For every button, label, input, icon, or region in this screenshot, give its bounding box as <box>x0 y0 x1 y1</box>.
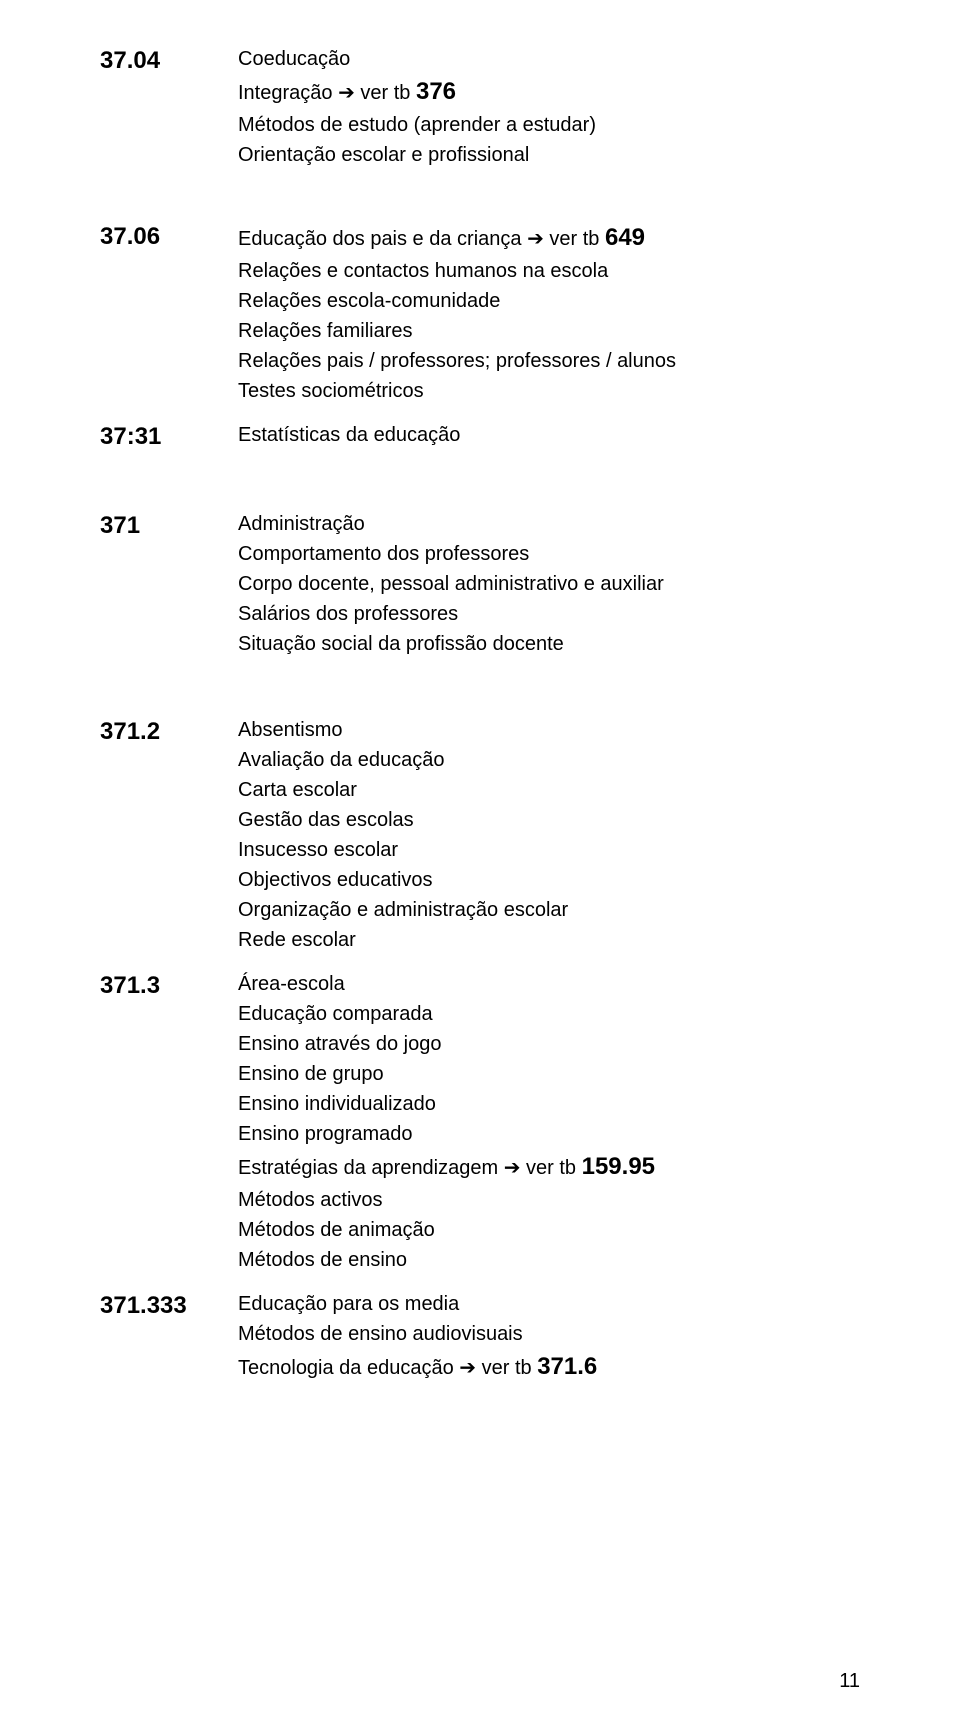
entry-line: Ensino programado <box>238 1119 860 1149</box>
entry-line: Estratégias da aprendizagem ➔ ver tb 159… <box>238 1149 860 1185</box>
entry-line: Área-escola <box>238 969 860 999</box>
section-content: AbsentismoAvaliação da educaçãoCarta esc… <box>238 715 860 955</box>
entry-line: Integração ➔ ver tb 376 <box>238 74 860 110</box>
entry-line: Insucesso escolar <box>238 835 860 865</box>
entry-prefix: Educação dos pais e da criança <box>238 228 522 250</box>
arrow-icon: ➔ <box>522 228 550 250</box>
entry-prefix: Integração <box>238 82 333 104</box>
entry-line: Métodos activos <box>238 1185 860 1215</box>
document-page: 37.04CoeducaçãoIntegração ➔ ver tb 376Mé… <box>0 0 960 1725</box>
entry-line: Relações e contactos humanos na escola <box>238 256 860 286</box>
section: 371.3Área-escolaEducação comparadaEnsino… <box>100 969 860 1275</box>
classification-code: 37.06 <box>100 220 238 253</box>
classification-code: 371.2 <box>100 715 238 748</box>
entry-line: Corpo docente, pessoal administrativo e … <box>238 569 860 599</box>
entry-line: Métodos de ensino audiovisuais <box>238 1319 860 1349</box>
classification-code: 37:31 <box>100 420 238 453</box>
entry-line: Orientação escolar e profissional <box>238 140 860 170</box>
crossref-code: 376 <box>416 78 456 105</box>
entry-prefix: Tecnologia da educação <box>238 1357 454 1379</box>
see-also-label: ver tb <box>526 1157 582 1179</box>
section-content: Estatísticas da educação <box>238 420 860 450</box>
section: 371.2AbsentismoAvaliação da educaçãoCart… <box>100 715 860 955</box>
entry-line: Métodos de ensino <box>238 1245 860 1275</box>
section-content: Educação dos pais e da criança ➔ ver tb … <box>238 220 860 406</box>
section: 371AdministraçãoComportamento dos profes… <box>100 509 860 659</box>
crossref-code: 649 <box>605 224 645 251</box>
entry-line: Relações familiares <box>238 316 860 346</box>
section: 37.06Educação dos pais e da criança ➔ ve… <box>100 220 860 406</box>
entry-line: Organização e administração escolar <box>238 895 860 925</box>
section-content: CoeducaçãoIntegração ➔ ver tb 376Métodos… <box>238 44 860 170</box>
classification-code: 371.333 <box>100 1289 238 1322</box>
entry-line: Absentismo <box>238 715 860 745</box>
section-content: Educação para os mediaMétodos de ensino … <box>238 1289 860 1385</box>
section-content: Área-escolaEducação comparadaEnsino atra… <box>238 969 860 1275</box>
see-also-label: ver tb <box>360 82 416 104</box>
entry-line: Gestão das escolas <box>238 805 860 835</box>
entry-line: Educação para os media <box>238 1289 860 1319</box>
entry-prefix: Estratégias da aprendizagem <box>238 1157 498 1179</box>
entry-line: Métodos de estudo (aprender a estudar) <box>238 110 860 140</box>
entry-line: Administração <box>238 509 860 539</box>
entry-line: Avaliação da educação <box>238 745 860 775</box>
entry-line: Salários dos professores <box>238 599 860 629</box>
entry-line: Coeducação <box>238 44 860 74</box>
entry-line: Educação dos pais e da criança ➔ ver tb … <box>238 220 860 256</box>
section: 37:31Estatísticas da educação <box>100 420 860 453</box>
classification-code: 371 <box>100 509 238 542</box>
entry-line: Ensino de grupo <box>238 1059 860 1089</box>
entry-line: Rede escolar <box>238 925 860 955</box>
entry-line: Estatísticas da educação <box>238 420 860 450</box>
crossref-code: 159.95 <box>582 1153 655 1180</box>
entry-line: Relações pais / professores; professores… <box>238 346 860 376</box>
classification-code: 371.3 <box>100 969 238 1002</box>
page-number: 11 <box>839 1670 860 1693</box>
entry-line: Carta escolar <box>238 775 860 805</box>
entry-line: Tecnologia da educação ➔ ver tb 371.6 <box>238 1349 860 1385</box>
see-also-label: ver tb <box>549 228 605 250</box>
entry-line: Comportamento dos professores <box>238 539 860 569</box>
arrow-icon: ➔ <box>498 1157 526 1179</box>
entry-line: Situação social da profissão docente <box>238 629 860 659</box>
arrow-icon: ➔ <box>454 1357 482 1379</box>
entry-line: Relações escola-comunidade <box>238 286 860 316</box>
sections-list: 37.04CoeducaçãoIntegração ➔ ver tb 376Mé… <box>100 44 860 1385</box>
entry-line: Ensino através do jogo <box>238 1029 860 1059</box>
entry-line: Testes sociométricos <box>238 376 860 406</box>
entry-line: Educação comparada <box>238 999 860 1029</box>
arrow-icon: ➔ <box>333 82 361 104</box>
entry-line: Ensino individualizado <box>238 1089 860 1119</box>
see-also-label: ver tb <box>482 1357 538 1379</box>
section: 37.04CoeducaçãoIntegração ➔ ver tb 376Mé… <box>100 44 860 170</box>
section: 371.333Educação para os mediaMétodos de … <box>100 1289 860 1385</box>
crossref-code: 371.6 <box>537 1353 597 1380</box>
section-content: AdministraçãoComportamento dos professor… <box>238 509 860 659</box>
entry-line: Objectivos educativos <box>238 865 860 895</box>
classification-code: 37.04 <box>100 44 238 77</box>
entry-line: Métodos de animação <box>238 1215 860 1245</box>
